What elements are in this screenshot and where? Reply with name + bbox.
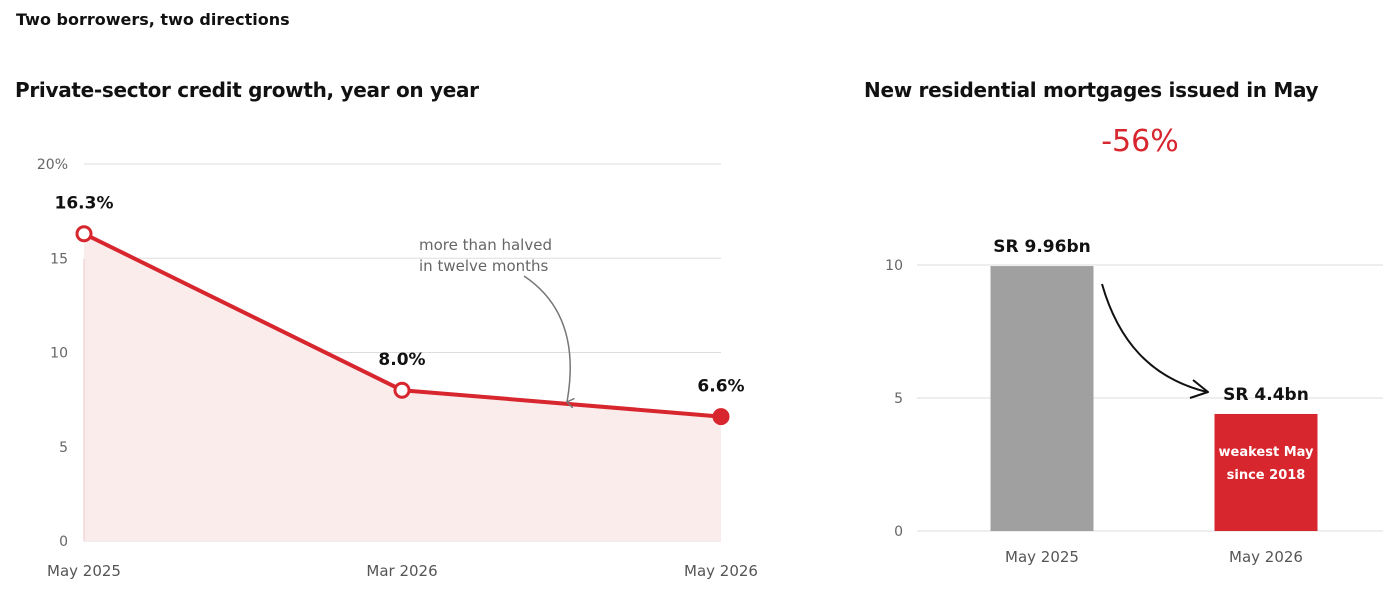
credit-data-label: 8.0% — [378, 350, 425, 370]
mortgage-value-label: SR 4.4bn — [1223, 385, 1309, 405]
credit-y-tick-label: 20% — [37, 157, 68, 173]
credit-x-tick-label: May 2026 — [684, 562, 758, 580]
mortgage-bar-note-line-2: since 2018 — [1227, 468, 1306, 483]
credit-chart-title: Private-sector credit growth, year on ye… — [15, 78, 479, 102]
credit-data-point — [712, 408, 730, 426]
mortgage-y-tick-label: 10 — [885, 258, 903, 274]
credit-y-tick-label: 5 — [59, 440, 68, 456]
credit-y-tick-label: 15 — [50, 251, 68, 267]
credit-data-point — [75, 225, 93, 243]
mortgage-bar — [990, 266, 1094, 531]
credit-annotation-line-2: in twelve months — [419, 257, 549, 275]
credit-data-point — [393, 381, 411, 399]
mortgage-bar — [1214, 413, 1318, 531]
mortgage-y-tick-label: 5 — [894, 391, 903, 407]
mortgage-bar-note-line-1: weakest May — [1219, 445, 1314, 460]
credit-x-tick-label: May 2025 — [47, 562, 121, 580]
credit-annotation-arrow — [523, 275, 570, 402]
mortgage-decline-arrowhead — [1189, 379, 1209, 399]
credit-area-fill — [84, 233, 721, 541]
page-title: Two borrowers, two directions — [16, 10, 290, 29]
mortgage-change-headline: -56% — [1101, 124, 1179, 159]
credit-data-label: 6.6% — [697, 377, 744, 397]
credit-growth-chart: 0 5 10 15 20% 16.3% 8.0% 6.6% May 2025 Mar 2026 Ma… — [37, 157, 758, 580]
credit-x-tick-label: Mar 2026 — [366, 562, 437, 580]
mortgage-value-label: SR 9.96bn — [993, 237, 1090, 257]
mortgage-bar-chart: 0 5 10 SR 9.96bn May 2025 SR 4.4bn May 2026 wea… — [885, 237, 1383, 566]
mortgage-x-tick-label: May 2025 — [1005, 548, 1079, 566]
credit-y-tick-label: 0 — [59, 534, 68, 550]
mortgage-decline-arrow — [1101, 283, 1208, 393]
credit-y-tick-label: 10 — [50, 346, 68, 362]
credit-annotation-line-1: more than halved — [419, 236, 552, 254]
mortgage-y-tick-label: 0 — [894, 524, 903, 540]
credit-data-label: 16.3% — [55, 194, 114, 214]
mortgage-chart-title: New residential mortgages issued in May — [864, 78, 1319, 102]
mortgage-x-tick-label: May 2026 — [1229, 548, 1303, 566]
